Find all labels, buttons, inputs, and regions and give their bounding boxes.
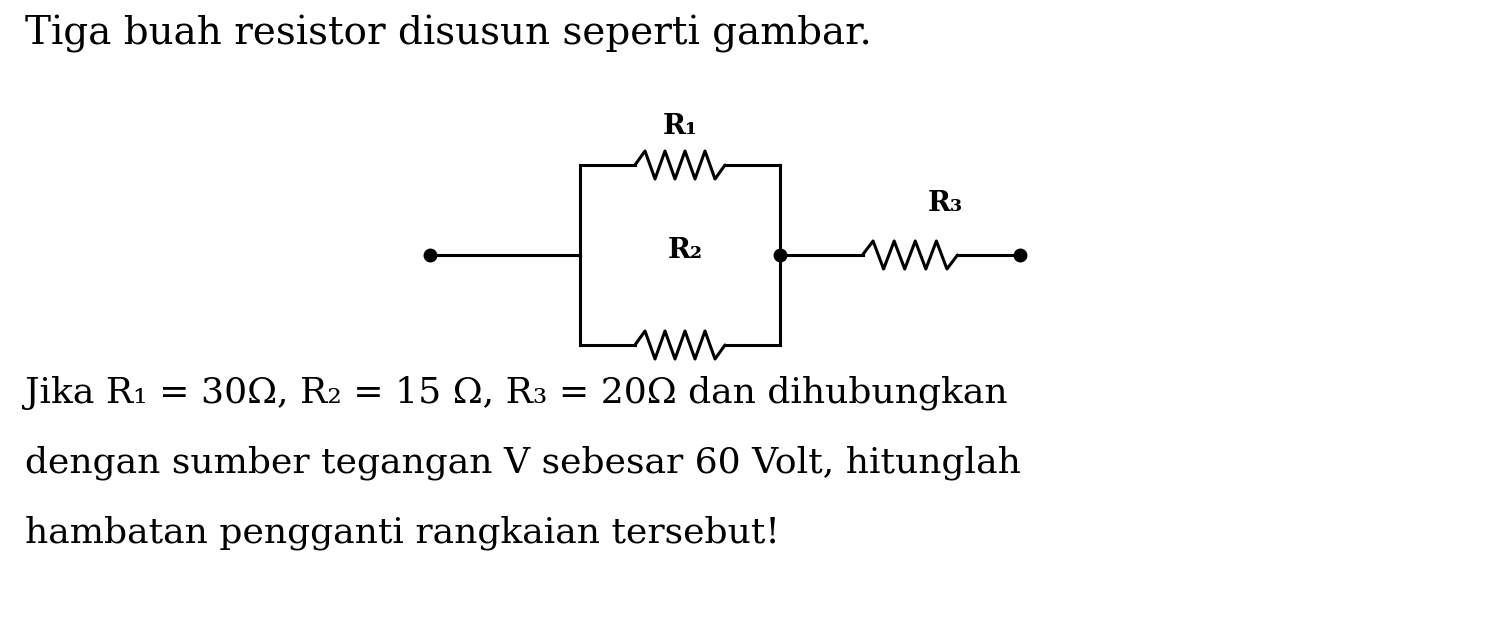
- Text: hambatan pengganti rangkaian tersebut!: hambatan pengganti rangkaian tersebut!: [26, 515, 780, 549]
- Text: Jika R₁ = 30Ω, R₂ = 15 Ω, R₃ = 20Ω dan dihubungkan: Jika R₁ = 30Ω, R₂ = 15 Ω, R₃ = 20Ω dan d…: [26, 375, 1008, 409]
- Text: R₂: R₂: [667, 236, 702, 264]
- Text: Tiga buah resistor disusun seperti gambar.: Tiga buah resistor disusun seperti gamba…: [26, 15, 872, 53]
- Text: R₁: R₁: [663, 113, 697, 140]
- Text: R₃: R₃: [928, 190, 962, 217]
- Text: dengan sumber tegangan V sebesar 60 Volt, hitunglah: dengan sumber tegangan V sebesar 60 Volt…: [26, 445, 1021, 479]
